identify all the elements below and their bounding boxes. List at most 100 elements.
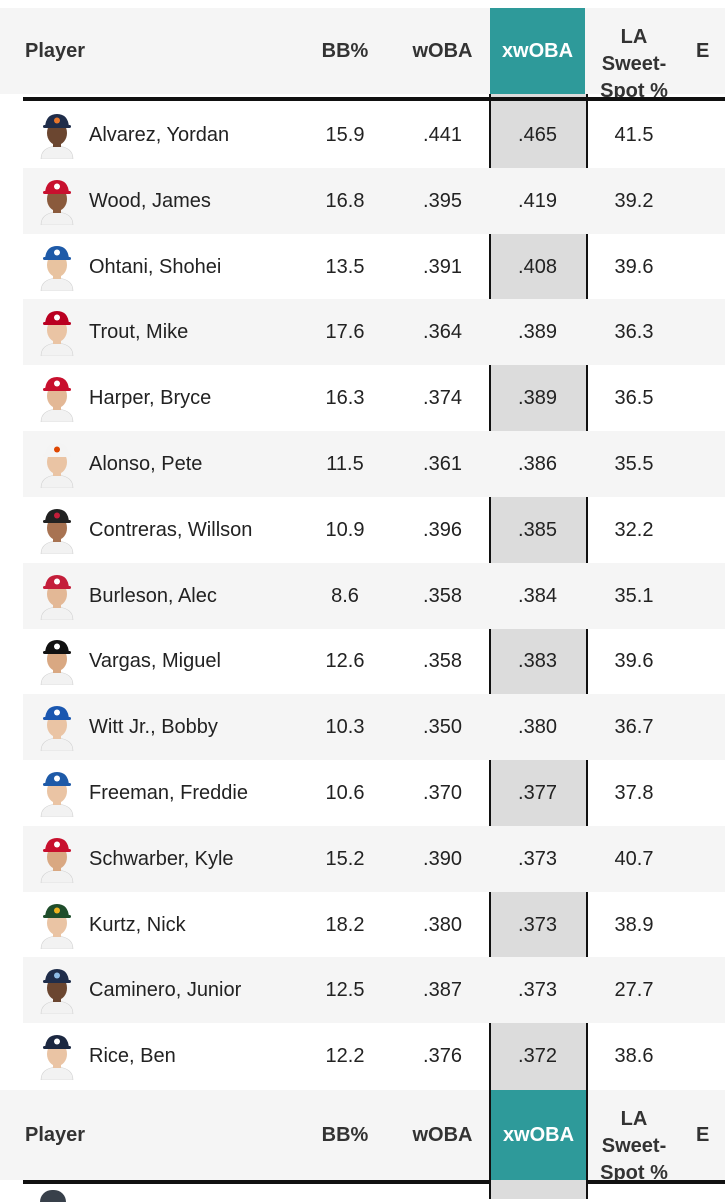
woba-cell: .396	[423, 518, 462, 541]
xwoba-cell: .408	[518, 255, 557, 278]
player-headshot-avatar	[40, 443, 74, 488]
bb-pct-cell: 12.6	[325, 650, 365, 673]
bb-pct-cell: 12.5	[325, 979, 365, 1002]
player-name-link[interactable]: Witt Jr., Bobby	[89, 716, 218, 739]
la-sweet-spot-cell: 39.6	[614, 650, 654, 673]
la-sweet-spot-cell: 36.3	[614, 321, 654, 344]
table-row[interactable]: Freeman, Freddie 10.6 .370 .377 37.8	[23, 760, 725, 826]
header-la-line2: Spot %	[600, 1162, 668, 1184]
table-row[interactable]: Kurtz, Nick 18.2 .380 .373 38.9	[23, 892, 725, 958]
player-name-link[interactable]: Ohtani, Shohei	[89, 255, 222, 278]
table-row[interactable]: Schwarber, Kyle 15.2 .390 .373 40.7	[23, 825, 725, 892]
xwoba-cell: .372	[518, 1045, 557, 1068]
la-sweet-spot-cell: 36.7	[614, 716, 654, 739]
header-xwoba[interactable]: xwOBA	[490, 8, 585, 94]
player-name-link[interactable]: Burleson, Alec	[89, 584, 217, 607]
la-sweet-spot-cell: 38.9	[614, 913, 654, 936]
player-name-link[interactable]: Freeman, Freddie	[89, 782, 248, 804]
player-name-link[interactable]: Caminero, Junior	[89, 979, 242, 1002]
player-name-link[interactable]: Harper, Bryce	[89, 387, 212, 410]
table-header: Player BB% wOBA xwOBA LA Sweet- Spot % E	[0, 8, 725, 102]
la-sweet-spot-cell: 38.6	[614, 1045, 654, 1068]
bb-pct-cell: 17.6	[325, 321, 365, 344]
table-header-repeat: Player BB% wOBA xwOBA LA Sweet- Spot % E	[0, 1090, 725, 1184]
xwoba-cell: .465	[518, 124, 557, 146]
table-row[interactable]: Trout, Mike 17.6 .364 .389 36.3	[23, 299, 725, 366]
woba-cell: .387	[423, 979, 462, 1002]
table-row[interactable]: Alvarez, Yordan 15.9 .441 .465 41.5	[23, 102, 725, 168]
player-name-link[interactable]: Contreras, Willson	[89, 518, 253, 541]
header-cut-off: E	[696, 40, 710, 62]
bb-pct-cell: 10.3	[325, 716, 365, 739]
bb-pct-cell: 10.6	[325, 782, 365, 804]
header-woba[interactable]: wOBA	[412, 1124, 473, 1146]
woba-cell: .390	[423, 847, 462, 870]
woba-cell: .374	[423, 387, 462, 410]
player-name-link[interactable]: Alonso, Pete	[89, 453, 203, 475]
woba-cell: .441	[423, 124, 462, 146]
table-row[interactable]: Witt Jr., Bobby 10.3 .350 .380 36.7	[23, 694, 725, 761]
player-name-link[interactable]: Alvarez, Yordan	[89, 124, 230, 146]
woba-cell: .391	[423, 255, 462, 278]
bb-pct-cell: 15.9	[325, 124, 365, 146]
header-player[interactable]: Player	[25, 40, 86, 62]
bb-pct-cell: 11.5	[326, 453, 364, 475]
la-sweet-spot-cell: 32.2	[614, 518, 654, 541]
la-sweet-spot-cell: 40.7	[614, 847, 654, 870]
xwoba-cell: .419	[518, 189, 557, 212]
woba-cell: .370	[423, 782, 462, 804]
bb-pct-cell: 10.9	[325, 518, 365, 541]
table-row[interactable]: Caminero, Junior 12.5 .387 .373 27.7	[23, 957, 725, 1024]
header-bb-pct[interactable]: BB%	[321, 1124, 369, 1146]
la-sweet-spot-cell: 39.2	[614, 189, 654, 212]
header-xwoba[interactable]: xwOBA	[489, 1090, 588, 1180]
xwoba-cell: .380	[518, 716, 557, 739]
player-name-link[interactable]: Trout, Mike	[89, 321, 189, 344]
header-woba[interactable]: wOBA	[412, 40, 473, 62]
la-sweet-spot-cell: 27.7	[614, 979, 654, 1002]
table-row[interactable]: Rice, Ben 12.2 .376 .372 38.6	[23, 1023, 725, 1089]
table-row[interactable]: Alonso, Pete 11.5 .361 .386 35.5	[23, 431, 725, 497]
woba-cell: .358	[423, 650, 462, 673]
player-headshot-avatar	[40, 311, 74, 357]
header-la-sweet-spot[interactable]: LA Sweet- Spot %	[588, 24, 680, 105]
player-headshot-avatar	[40, 969, 74, 1015]
player-name-link[interactable]: Kurtz, Nick	[89, 913, 186, 936]
xwoba-cell: .373	[518, 847, 557, 870]
player-headshot-avatar	[40, 179, 74, 225]
player-headshot-avatar	[40, 508, 74, 554]
woba-cell: .376	[423, 1045, 462, 1068]
player-headshot-avatar	[40, 837, 74, 883]
player-headshot-avatar	[40, 640, 74, 686]
xwoba-cell: .383	[518, 650, 557, 673]
table-row[interactable]: Harper, Bryce 16.3 .374 .389 36.5	[23, 365, 725, 431]
player-name-link[interactable]: Wood, James	[89, 189, 211, 212]
bb-pct-cell: 8.6	[331, 584, 359, 607]
table-row[interactable]: Wood, James 16.8 .395 .419 39.2	[23, 167, 725, 234]
la-sweet-spot-cell: 39.6	[614, 255, 654, 278]
header-la-sweet-spot[interactable]: LA Sweet- Spot %	[588, 1106, 680, 1187]
header-rule	[23, 97, 725, 101]
woba-cell: .350	[423, 716, 462, 739]
woba-cell: .361	[423, 453, 462, 475]
xwoba-cell: .389	[518, 321, 557, 344]
table-row[interactable]: Ohtani, Shohei 13.5 .391 .408 39.6	[23, 234, 725, 300]
xwoba-cell: .373	[518, 979, 557, 1002]
xwoba-cell: .377	[518, 782, 557, 804]
xwoba-cell: .373	[518, 913, 557, 936]
player-name-link[interactable]: Vargas, Miguel	[89, 650, 221, 673]
player-name-link[interactable]: Schwarber, Kyle	[89, 847, 234, 870]
player-headshot-avatar	[40, 377, 74, 423]
table-row[interactable]: Contreras, Willson 10.9 .396 .385 32.2	[23, 497, 725, 563]
xwoba-cell: .385	[518, 518, 557, 541]
header-player[interactable]: Player	[25, 1124, 86, 1146]
player-name-link[interactable]: Rice, Ben	[89, 1045, 176, 1068]
table-row[interactable]: Burleson, Alec 8.6 .358 .384 35.1	[23, 562, 725, 629]
bb-pct-cell: 16.3	[325, 387, 365, 410]
header-la-line2: Spot %	[600, 80, 668, 102]
header-bb-pct[interactable]: BB%	[321, 40, 369, 62]
table-row[interactable]: Vargas, Miguel 12.6 .358 .383 39.6	[23, 628, 725, 694]
bb-pct-cell: 15.2	[325, 847, 365, 870]
woba-cell: .395	[423, 189, 462, 212]
player-headshot-avatar	[40, 245, 74, 291]
